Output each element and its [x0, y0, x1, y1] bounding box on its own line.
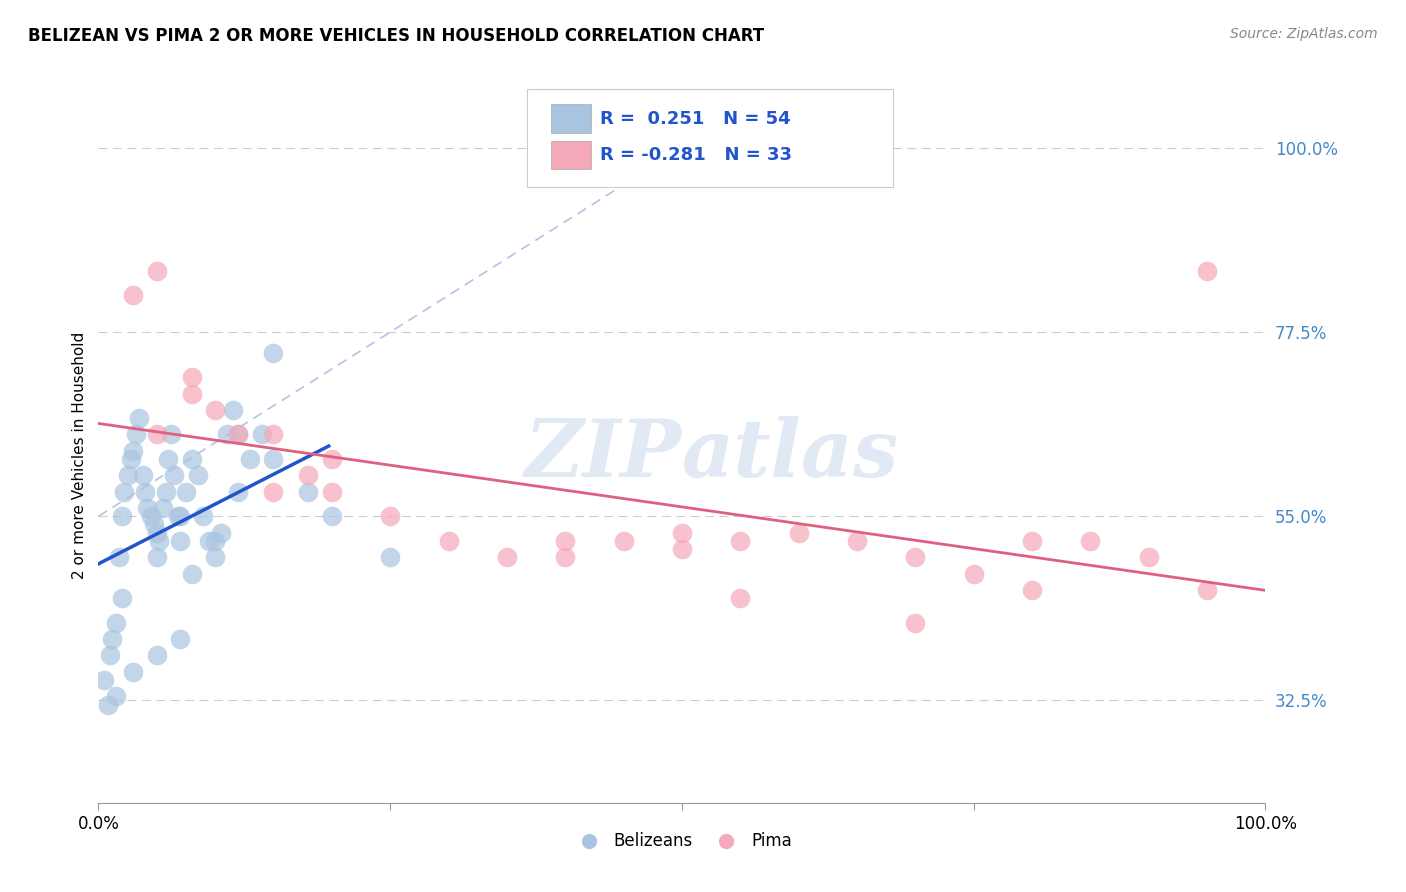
Point [146, 648, 169, 663]
Point [169, 509, 191, 524]
Text: ZIP: ZIP [524, 417, 682, 493]
Point [152, 501, 174, 516]
Point [1080, 533, 1102, 548]
Point [108, 550, 131, 565]
Point [239, 452, 262, 467]
Point [132, 468, 155, 483]
Point [111, 509, 134, 524]
Point [128, 411, 150, 425]
Point [262, 484, 284, 499]
Point [122, 665, 145, 679]
Point [193, 509, 215, 524]
Text: Source: ZipAtlas.com: Source: ZipAtlas.com [1230, 27, 1378, 41]
Point [136, 501, 159, 516]
Point [169, 632, 191, 646]
Point [262, 345, 284, 359]
Point [180, 370, 202, 384]
Point [1197, 264, 1219, 278]
Point [180, 452, 202, 467]
Point [117, 468, 139, 483]
Point [157, 452, 180, 467]
Point [730, 591, 752, 606]
Point [169, 533, 191, 548]
Point [1021, 582, 1043, 597]
Point [93, 673, 115, 687]
Point [554, 550, 576, 565]
Point [143, 517, 166, 532]
Point [1197, 582, 1219, 597]
Point [122, 443, 145, 458]
Point [297, 484, 319, 499]
Text: BELIZEAN VS PIMA 2 OR MORE VEHICLES IN HOUSEHOLD CORRELATION CHART: BELIZEAN VS PIMA 2 OR MORE VEHICLES IN H… [28, 27, 765, 45]
Point [204, 403, 226, 417]
Point [380, 550, 402, 565]
Point [101, 632, 124, 646]
Point [297, 468, 319, 483]
Point [198, 533, 221, 548]
Point [846, 533, 869, 548]
Point [187, 468, 209, 483]
Point [159, 427, 181, 442]
Point [904, 615, 927, 630]
Point [146, 525, 169, 540]
Point [228, 427, 250, 442]
Point [250, 427, 273, 442]
Point [612, 533, 634, 548]
Point [139, 509, 162, 524]
Point [262, 427, 284, 442]
Point [962, 566, 984, 581]
Point [97, 698, 120, 712]
Point [146, 550, 169, 565]
Point [215, 427, 238, 442]
Point [146, 427, 169, 442]
Point [221, 403, 243, 417]
Point [180, 566, 202, 581]
Point [148, 533, 170, 548]
Point [321, 509, 343, 524]
Point [98, 648, 121, 663]
Point [671, 542, 693, 557]
Point [496, 550, 519, 565]
Y-axis label: 2 or more Vehicles in Household: 2 or more Vehicles in Household [72, 331, 87, 579]
Point [180, 386, 202, 401]
Text: R = -0.281   N = 33: R = -0.281 N = 33 [600, 146, 793, 164]
Point [174, 484, 197, 499]
Point [437, 533, 460, 548]
Point [671, 525, 693, 540]
Point [163, 468, 186, 483]
Point [166, 509, 188, 524]
Point [904, 550, 927, 565]
Point [380, 509, 402, 524]
Point [1021, 533, 1043, 548]
Point [122, 288, 145, 302]
Point [262, 452, 284, 467]
Point [228, 484, 250, 499]
Point [787, 525, 810, 540]
Point [155, 484, 177, 499]
Point [134, 484, 156, 499]
Point [321, 452, 343, 467]
Point [112, 484, 135, 499]
Point [104, 690, 127, 704]
Text: R =  0.251   N = 54: R = 0.251 N = 54 [600, 110, 792, 128]
Point [1137, 550, 1160, 565]
Point [730, 533, 752, 548]
Point [204, 533, 226, 548]
Point [228, 427, 250, 442]
Point [209, 525, 232, 540]
Point [104, 615, 127, 630]
Point [120, 452, 142, 467]
Point [554, 533, 576, 548]
Point [146, 264, 169, 278]
Point [125, 427, 148, 442]
Legend: Belizeans, Pima: Belizeans, Pima [565, 826, 799, 857]
Point [321, 484, 343, 499]
Text: atlas: atlas [682, 417, 900, 493]
Point [204, 550, 226, 565]
Point [111, 591, 134, 606]
